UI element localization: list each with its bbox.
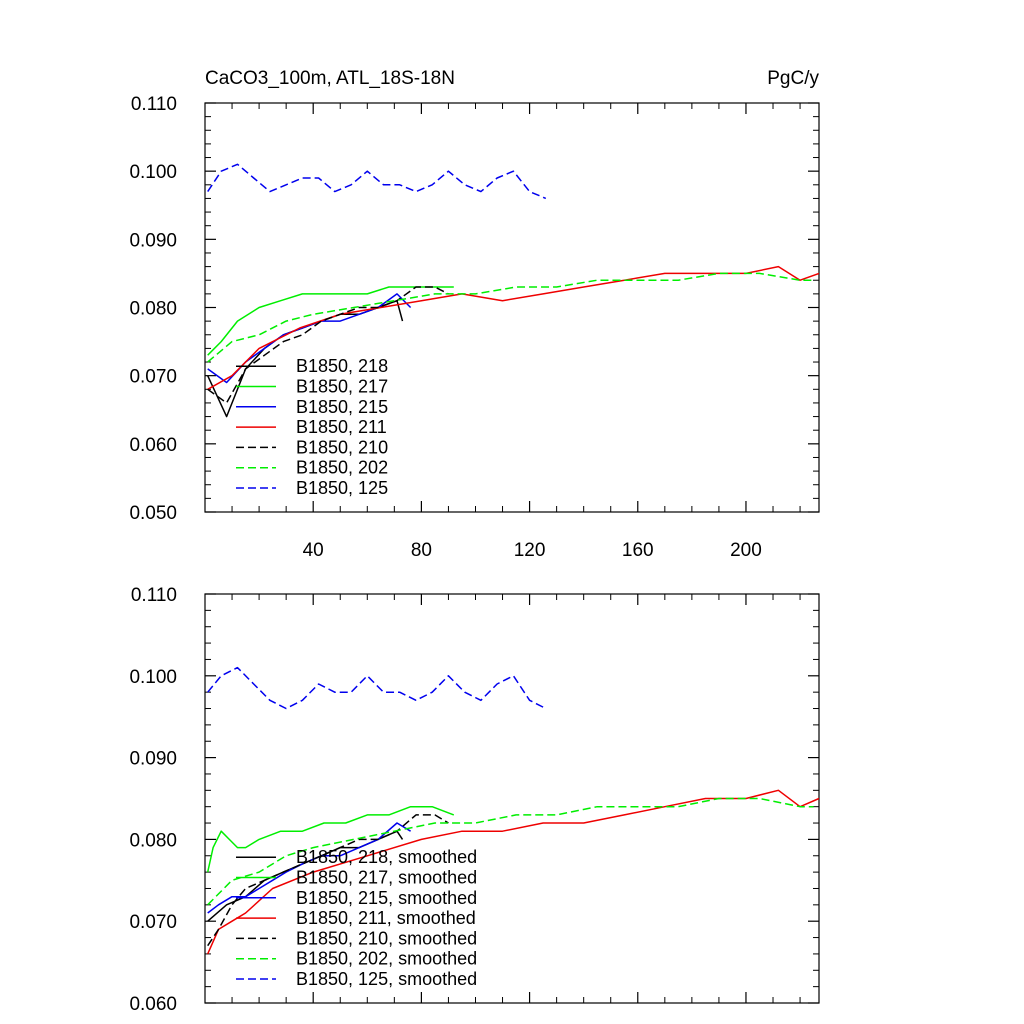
y-tick-label: 0.100 bbox=[129, 667, 177, 688]
y-tick-label: 0.070 bbox=[129, 367, 177, 388]
legend-label: B1850, 217, smoothed bbox=[296, 868, 477, 888]
chart-title: CaCO3_100m, ATL_18S-18N bbox=[205, 68, 455, 89]
legend-label: B1850, 202 bbox=[296, 458, 388, 478]
legend-label: B1850, 125, smoothed bbox=[296, 969, 477, 989]
legend-label: B1850, 210 bbox=[296, 437, 388, 457]
series-group bbox=[207, 163, 819, 418]
y-tick-label: 0.110 bbox=[131, 585, 177, 606]
x-tick-label: 40 bbox=[303, 540, 324, 561]
series-line bbox=[207, 286, 454, 356]
legend-label: B1850, 215, smoothed bbox=[296, 888, 477, 908]
series-line bbox=[206, 805, 455, 873]
legend-label: B1850, 217 bbox=[296, 377, 388, 397]
legend-label: B1850, 125 bbox=[296, 478, 388, 498]
legend-label: B1850, 218, smoothed bbox=[296, 847, 477, 867]
legend-label: B1850, 218 bbox=[296, 356, 388, 376]
series-line bbox=[207, 789, 819, 955]
y-tick-label: 0.080 bbox=[129, 299, 177, 320]
y-tick-label: 0.090 bbox=[129, 230, 177, 251]
series-line bbox=[207, 272, 814, 363]
bottom-panel: 0.060 0.070 0.080 0.090 0.100 0.110 B1850, 218… bbox=[129, 585, 820, 1015]
top-panel: 0.050 0.060 0.070 0.080 0.090 0.100 0.110 40 80 1… bbox=[129, 94, 820, 561]
y-tick-label: 0.070 bbox=[129, 912, 177, 933]
legend-label: B1850, 211, smoothed bbox=[296, 908, 476, 928]
y-tick-label: 0.060 bbox=[129, 435, 177, 456]
x-tick-label: 200 bbox=[730, 540, 762, 561]
series-line bbox=[207, 797, 814, 906]
series-line bbox=[207, 265, 819, 390]
series-group bbox=[206, 666, 819, 955]
x-tick-label: 80 bbox=[411, 540, 432, 561]
y-tick-label: 0.090 bbox=[129, 749, 177, 770]
y-tick-label: 0.110 bbox=[131, 94, 177, 115]
x-tick-label: 160 bbox=[622, 540, 654, 561]
x-tick-label: 120 bbox=[514, 540, 546, 561]
series-line bbox=[207, 666, 547, 710]
legend-label: B1850, 210, smoothed bbox=[296, 928, 477, 948]
legend-label: B1850, 202, smoothed bbox=[296, 949, 477, 969]
chart-units: PgC/y bbox=[767, 68, 819, 89]
legend-label: B1850, 215 bbox=[296, 397, 388, 417]
y-tick-label: 0.050 bbox=[129, 503, 177, 524]
series-line bbox=[207, 163, 547, 200]
legend-label: B1850, 211 bbox=[296, 417, 387, 437]
y-tick-label: 0.100 bbox=[129, 162, 177, 183]
series-line bbox=[207, 814, 449, 947]
y-tick-label: 0.080 bbox=[129, 830, 177, 851]
y-tick-label: 0.060 bbox=[129, 994, 177, 1015]
